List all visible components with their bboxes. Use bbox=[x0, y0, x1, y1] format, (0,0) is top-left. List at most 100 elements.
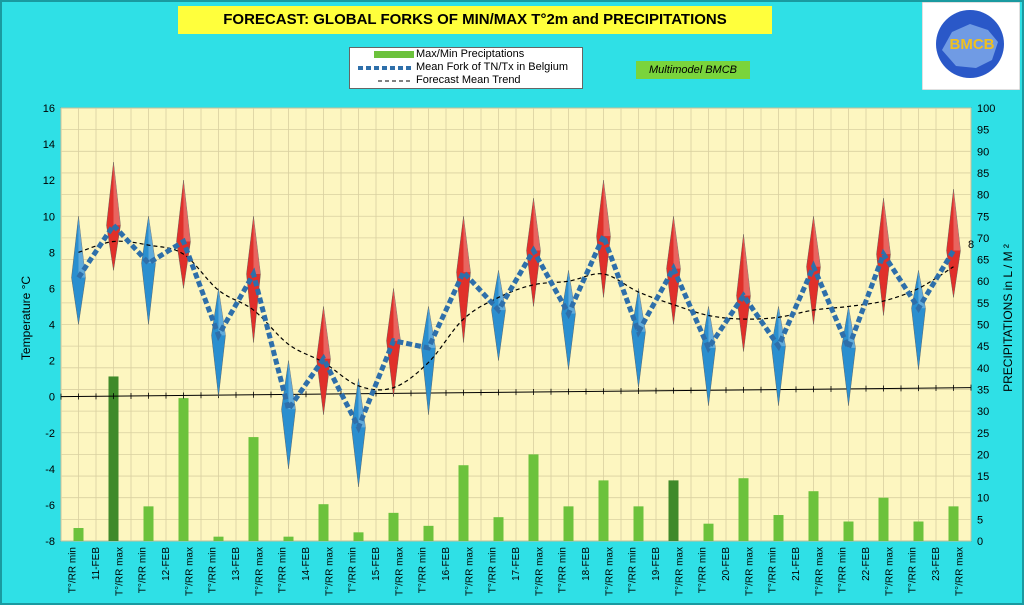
x-tick-label: T°/RR min bbox=[908, 547, 919, 593]
y2-tick-label: 100 bbox=[977, 103, 995, 115]
precip-bar bbox=[283, 536, 294, 541]
fork-min bbox=[561, 270, 576, 370]
x-tick-label: T°/RR min bbox=[698, 547, 709, 593]
x-tick-label: 15-FEB bbox=[371, 547, 382, 581]
fork-highlight bbox=[183, 180, 191, 242]
y2-tick-label: 10 bbox=[977, 493, 989, 505]
y-tick-label: -2 bbox=[45, 428, 55, 440]
fork-highlight bbox=[148, 216, 156, 264]
fork-min bbox=[911, 270, 926, 370]
y2-tick-label: 30 bbox=[977, 406, 989, 418]
chart-title: FORECAST: GLOBAL FORKS OF MIN/MAX T°2m a… bbox=[178, 6, 772, 34]
legend-item-trend: Forecast Mean Trend bbox=[354, 74, 582, 87]
x-tick-label: T°/RR min bbox=[348, 547, 359, 593]
x-tick-label: T°/RR max bbox=[324, 547, 335, 596]
precip-bar bbox=[143, 506, 154, 541]
legend-swatch-dotted bbox=[358, 66, 412, 70]
y-tick-label: 4 bbox=[49, 320, 55, 332]
precip-bar bbox=[423, 525, 434, 541]
y2-tick-label: 95 bbox=[977, 125, 989, 137]
trend-line bbox=[78, 240, 954, 391]
y2-tick-label: 35 bbox=[977, 384, 989, 396]
y2-tick-label: 45 bbox=[977, 341, 989, 353]
precip-bar bbox=[948, 506, 959, 541]
y-tick-label: 2 bbox=[49, 356, 55, 368]
legend-label-mean-fork: Mean Fork of TN/Tx in Belgium bbox=[416, 61, 569, 73]
gridlines bbox=[60, 107, 972, 542]
y2-tick-label: 80 bbox=[977, 190, 989, 202]
logo-text: BMCB bbox=[950, 36, 995, 53]
precip-bar bbox=[773, 515, 784, 541]
y-tick-label: 12 bbox=[43, 175, 55, 187]
legend-item-mean-fork: Mean Fork of TN/Tx in Belgium bbox=[354, 61, 582, 74]
fork-min bbox=[141, 216, 156, 325]
precip-bar bbox=[458, 465, 469, 541]
fork-highlight bbox=[743, 234, 751, 296]
y2-tick-label: 65 bbox=[977, 255, 989, 267]
x-tick-label: T°/RR min bbox=[68, 547, 79, 593]
precip-bar bbox=[248, 437, 259, 541]
y-tick-label: 10 bbox=[43, 211, 55, 223]
x-tick-label: T°/RR min bbox=[628, 547, 639, 593]
x-tick-label: T°/RR max bbox=[884, 547, 895, 596]
legend-item-precip: Max/Min Preciptations bbox=[354, 48, 582, 61]
precip-bar bbox=[843, 521, 854, 541]
x-tick-label: 13-FEB bbox=[231, 547, 242, 581]
precip-bar bbox=[108, 376, 119, 541]
y2-tick-label: 0 bbox=[977, 536, 983, 548]
y-tick-label: -8 bbox=[45, 536, 55, 548]
fork-max bbox=[946, 189, 961, 298]
precip-bar bbox=[808, 491, 819, 541]
y-tick-label: -4 bbox=[45, 464, 55, 476]
y-axis-right: 0 5 10 15 20 25 30 35 40 45 50 55 60 65 70 75 80 85 90 95 10… bbox=[977, 103, 995, 548]
x-tick-label: T°/RR max bbox=[674, 547, 685, 596]
bmcb-logo: BMCB bbox=[922, 2, 1020, 90]
fork-highlight bbox=[323, 306, 331, 359]
x-tick-label: 23-FEB bbox=[931, 547, 942, 581]
legend-label-precip: Max/Min Preciptations bbox=[416, 48, 525, 60]
fork-max bbox=[246, 216, 261, 343]
fork-highlight bbox=[708, 306, 716, 348]
fork-highlight bbox=[463, 216, 471, 273]
y2-tick-label: 75 bbox=[977, 211, 989, 223]
x-tick-label: T°/RR max bbox=[744, 547, 755, 596]
x-tick-label: T°/RR max bbox=[394, 547, 405, 596]
precip-bar bbox=[318, 504, 329, 541]
fork-highlight bbox=[883, 198, 891, 255]
x-tick-label: T°/RR max bbox=[464, 547, 475, 596]
fork-min bbox=[491, 270, 506, 361]
y2-tick-label: 85 bbox=[977, 168, 989, 180]
fork-highlight bbox=[358, 378, 366, 428]
precip-bar bbox=[388, 512, 399, 541]
y-tick-label: 6 bbox=[49, 283, 55, 295]
fork-highlight bbox=[393, 288, 401, 341]
x-tick-label: 21-FEB bbox=[791, 547, 802, 581]
x-tick-label: T°/RR min bbox=[208, 547, 219, 593]
y2-tick-label: 55 bbox=[977, 298, 989, 310]
x-tick-label: 20-FEB bbox=[721, 547, 732, 581]
legend-swatch-dashed bbox=[378, 80, 412, 82]
precip-bar bbox=[703, 523, 714, 541]
x-tick-label: T°/RR min bbox=[278, 547, 289, 593]
multimodel-badge: Multimodel BMCB bbox=[636, 61, 750, 79]
fork-highlight bbox=[533, 198, 541, 251]
x-tick-label: 22-FEB bbox=[861, 547, 872, 581]
y2-tick-label: 40 bbox=[977, 363, 989, 375]
precip-bar bbox=[528, 454, 539, 541]
y-tick-label: 8 bbox=[49, 247, 55, 259]
y-tick-label: 14 bbox=[43, 139, 55, 151]
y2-tick-label: 50 bbox=[977, 320, 989, 332]
fork-highlight bbox=[288, 360, 296, 410]
precip-bar bbox=[493, 517, 504, 541]
x-tick-label: T°/RR max bbox=[814, 547, 825, 596]
legend: Max/Min Preciptations Mean Fork of TN/Tx… bbox=[349, 47, 583, 89]
precip-bar bbox=[633, 506, 644, 541]
precip-bar bbox=[598, 480, 609, 541]
x-tick-label: T°/RR max bbox=[534, 547, 545, 596]
x-tick-label: T°/RR min bbox=[138, 547, 149, 593]
fork-highlight bbox=[218, 288, 226, 336]
precip-bar bbox=[563, 506, 574, 541]
mean-fork-line bbox=[76, 221, 956, 434]
precip-bar bbox=[878, 497, 889, 541]
